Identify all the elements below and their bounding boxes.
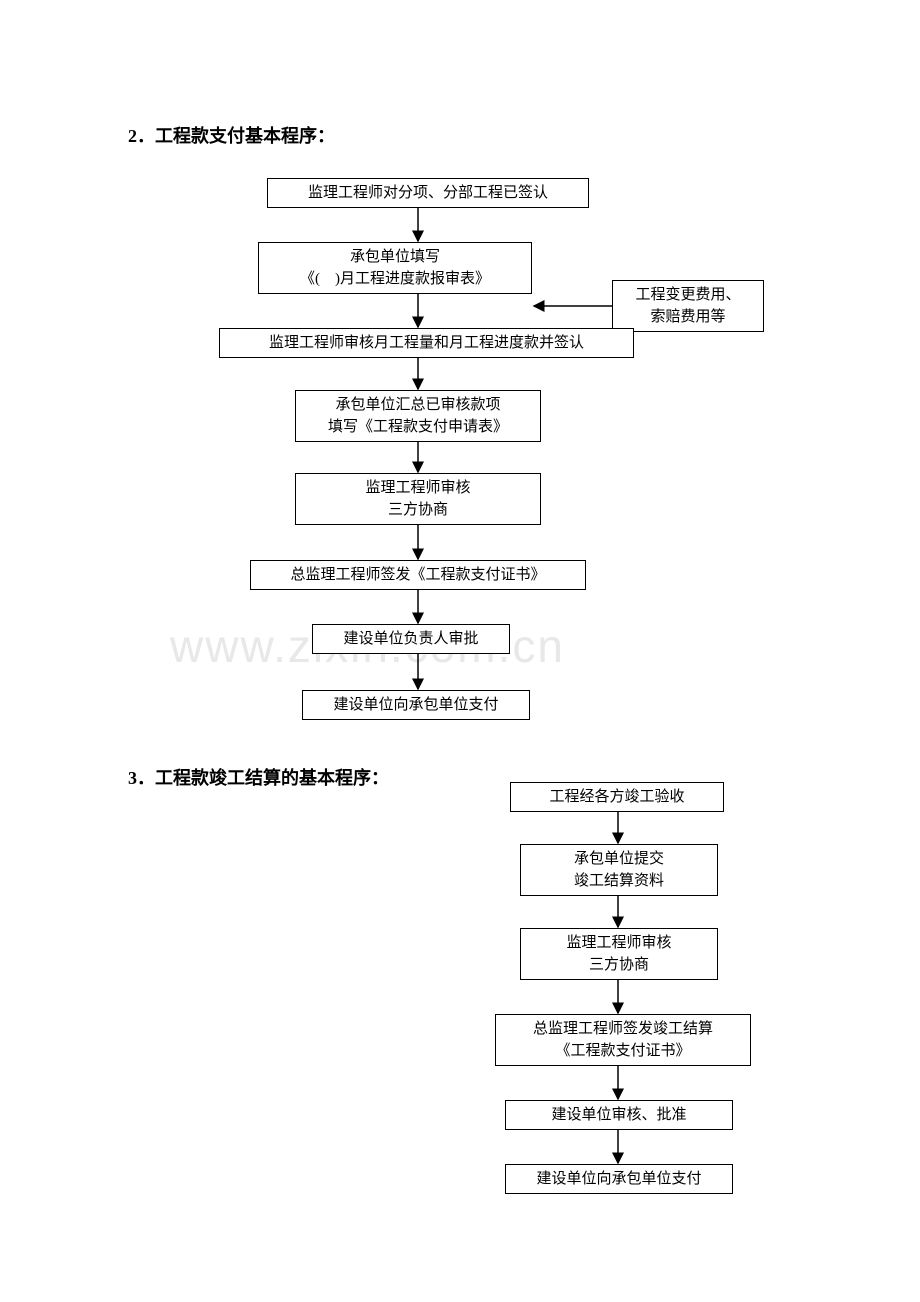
fc3-box-3-line1: 监理工程师审核 [566, 932, 671, 955]
fc3-box-5-text: 建设单位审核、批准 [551, 1104, 686, 1127]
fc3-box-4-line2: 《工程款支付证书》 [555, 1040, 690, 1063]
fc3-box-2-line2: 竣工结算资料 [574, 870, 664, 893]
fc3-box-1: 工程经各方竣工验收 [510, 782, 724, 812]
fc2-box-5-line2: 三方协商 [388, 499, 448, 522]
fc3-box-4: 总监理工程师签发竣工结算 《工程款支付证书》 [495, 1014, 751, 1066]
fc2-box-1-text: 监理工程师对分项、分部工程已签认 [308, 182, 548, 205]
fc3-box-1-text: 工程经各方竣工验收 [549, 786, 684, 809]
fc3-box-6-text: 建设单位向承包单位支付 [536, 1168, 701, 1191]
fc2-box-3-text: 监理工程师审核月工程量和月工程进度款并签认 [269, 332, 584, 355]
fc2-box-4-line1: 承包单位汇总已审核款项 [335, 394, 500, 417]
fc2-side-line2: 索赔费用等 [650, 306, 725, 329]
fc2-box-8-text: 建设单位向承包单位支付 [333, 694, 498, 717]
fc2-box-1: 监理工程师对分项、分部工程已签认 [267, 178, 589, 208]
fc2-box-2: 承包单位填写 《( )月工程进度款报审表》 [258, 242, 532, 294]
fc2-box-4: 承包单位汇总已审核款项 填写《工程款支付申请表》 [295, 390, 541, 442]
fc3-box-2: 承包单位提交 竣工结算资料 [520, 844, 718, 896]
fc2-box-4-line2: 填写《工程款支付申请表》 [328, 416, 508, 439]
fc2-box-7: 建设单位负责人审批 [312, 624, 510, 654]
fc2-side-box: 工程变更费用、 索赔费用等 [612, 280, 764, 332]
fc3-box-6: 建设单位向承包单位支付 [505, 1164, 733, 1194]
fc2-box-5-line1: 监理工程师审核 [365, 477, 470, 500]
fc3-box-2-line1: 承包单位提交 [574, 848, 664, 871]
fc3-box-4-line1: 总监理工程师签发竣工结算 [533, 1018, 713, 1041]
section-2-heading: 2．工程款支付基本程序： [128, 122, 335, 148]
fc2-box-2-line1: 承包单位填写 [350, 246, 440, 269]
fc3-box-5: 建设单位审核、批准 [505, 1100, 733, 1130]
fc2-side-line1: 工程变更费用、 [635, 284, 740, 307]
fc3-box-3-line2: 三方协商 [589, 954, 649, 977]
fc2-box-5: 监理工程师审核 三方协商 [295, 473, 541, 525]
fc2-box-2-line2: 《( )月工程进度款报审表》 [300, 268, 490, 291]
fc2-box-6-text: 总监理工程师签发《工程款支付证书》 [290, 564, 545, 587]
fc2-box-8: 建设单位向承包单位支付 [302, 690, 530, 720]
fc2-box-6: 总监理工程师签发《工程款支付证书》 [250, 560, 586, 590]
section-3-heading: 3．工程款竣工结算的基本程序： [128, 764, 389, 790]
fc3-box-3: 监理工程师审核 三方协商 [520, 928, 718, 980]
fc2-box-7-text: 建设单位负责人审批 [343, 628, 478, 651]
fc2-box-3: 监理工程师审核月工程量和月工程进度款并签认 [219, 328, 634, 358]
